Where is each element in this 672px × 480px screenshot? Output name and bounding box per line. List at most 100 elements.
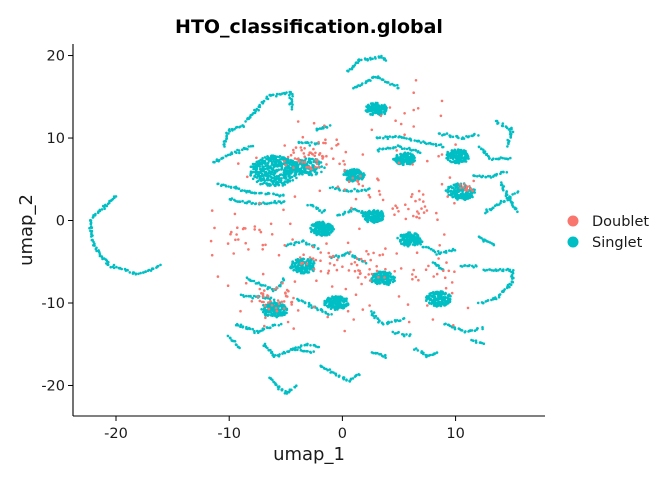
singlet-point	[253, 166, 257, 169]
singlet-point	[259, 171, 263, 174]
doublet-point	[439, 114, 443, 118]
singlet-point	[275, 175, 279, 178]
doublet-point	[270, 233, 274, 236]
singlet-point	[275, 302, 279, 306]
singlet-point	[379, 278, 383, 282]
singlet-point	[367, 103, 370, 107]
singlet-point	[404, 159, 407, 163]
doublet-point	[312, 147, 315, 151]
singlet-point	[272, 165, 276, 168]
singlet-point	[249, 295, 252, 298]
doublet-point	[447, 269, 451, 273]
singlet-point	[273, 162, 277, 166]
doublet-point	[359, 174, 362, 178]
singlet-point	[242, 295, 246, 298]
singlet-point	[345, 297, 348, 301]
doublet-point	[414, 79, 418, 82]
doublet-point	[368, 304, 371, 307]
singlet-point	[272, 93, 275, 97]
doublet-point	[327, 269, 331, 273]
doublet-point	[393, 270, 397, 273]
singlet-point	[443, 292, 447, 296]
doublet-point	[246, 175, 249, 179]
singlet-point	[281, 156, 284, 159]
doublet-point	[303, 155, 307, 158]
singlet-point	[498, 293, 501, 297]
singlet-point	[360, 188, 364, 192]
doublet-point	[312, 305, 316, 309]
singlet-point	[400, 242, 404, 246]
singlet-point	[96, 211, 100, 215]
doublet-point	[440, 182, 444, 186]
doublet-point	[412, 125, 416, 128]
singlet-point	[446, 151, 449, 155]
doublet-point	[342, 159, 345, 163]
singlet-point	[388, 281, 392, 285]
singlet-point	[307, 141, 310, 145]
singlet-point	[381, 281, 384, 284]
singlet-point	[440, 296, 443, 299]
singlet-point	[281, 303, 284, 306]
singlet-point	[91, 216, 95, 219]
doublet-point	[361, 153, 365, 156]
singlet-point	[357, 209, 361, 213]
doublet-point	[253, 225, 257, 228]
doublet-point	[292, 166, 295, 169]
singlet-point	[263, 156, 267, 159]
singlet-point	[239, 293, 243, 297]
singlet-point	[488, 175, 492, 178]
singlet-point	[480, 341, 484, 345]
singlet-point	[304, 270, 307, 274]
singlet-point	[337, 375, 341, 378]
singlet-point	[501, 269, 505, 273]
singlet-point	[371, 57, 374, 61]
doublet-point	[282, 307, 286, 310]
doublet-point	[311, 257, 315, 260]
singlet-point	[139, 271, 142, 275]
singlet-point	[106, 202, 110, 206]
singlet-point	[265, 177, 269, 181]
singlet-point	[370, 310, 373, 313]
doublet-point	[235, 233, 238, 236]
doublet-point	[261, 292, 265, 295]
doublet-point	[375, 269, 379, 273]
doublet-point	[367, 273, 371, 276]
doublet-point	[274, 306, 278, 310]
singlet-point	[428, 353, 432, 357]
singlet-point	[490, 298, 493, 302]
doublet-point	[276, 299, 280, 302]
doublet-point	[377, 276, 380, 279]
singlet-point	[223, 142, 226, 146]
singlet-point	[389, 147, 392, 150]
singlet-point	[273, 354, 277, 357]
singlet-point	[397, 86, 400, 90]
singlet-point	[465, 193, 469, 196]
singlet-point	[444, 189, 448, 192]
doublet-point	[465, 185, 469, 188]
doublet-point	[361, 184, 365, 188]
doublet-point	[445, 261, 448, 264]
singlet-point	[389, 275, 393, 279]
singlet-point	[290, 163, 293, 167]
singlet-point	[275, 201, 278, 205]
singlet-point	[315, 171, 319, 175]
singlet-point	[434, 297, 438, 301]
doublet-point	[426, 304, 429, 307]
singlet-point	[486, 299, 490, 302]
doublet-point	[424, 268, 428, 272]
singlet-point	[254, 173, 258, 176]
doublet-point	[384, 247, 387, 250]
doublet-point	[417, 189, 421, 193]
doublet-point	[335, 268, 339, 272]
singlet-point	[265, 182, 268, 185]
singlet-point	[417, 139, 421, 143]
doublet-point	[378, 193, 382, 196]
singlet-point	[226, 334, 230, 338]
singlet-point	[438, 291, 442, 295]
singlet-point	[347, 190, 350, 193]
doublet-point	[333, 263, 336, 267]
singlet-point	[217, 182, 220, 186]
doublet-point	[368, 195, 372, 199]
doublet-point	[395, 149, 399, 152]
singlet-point	[268, 286, 272, 289]
